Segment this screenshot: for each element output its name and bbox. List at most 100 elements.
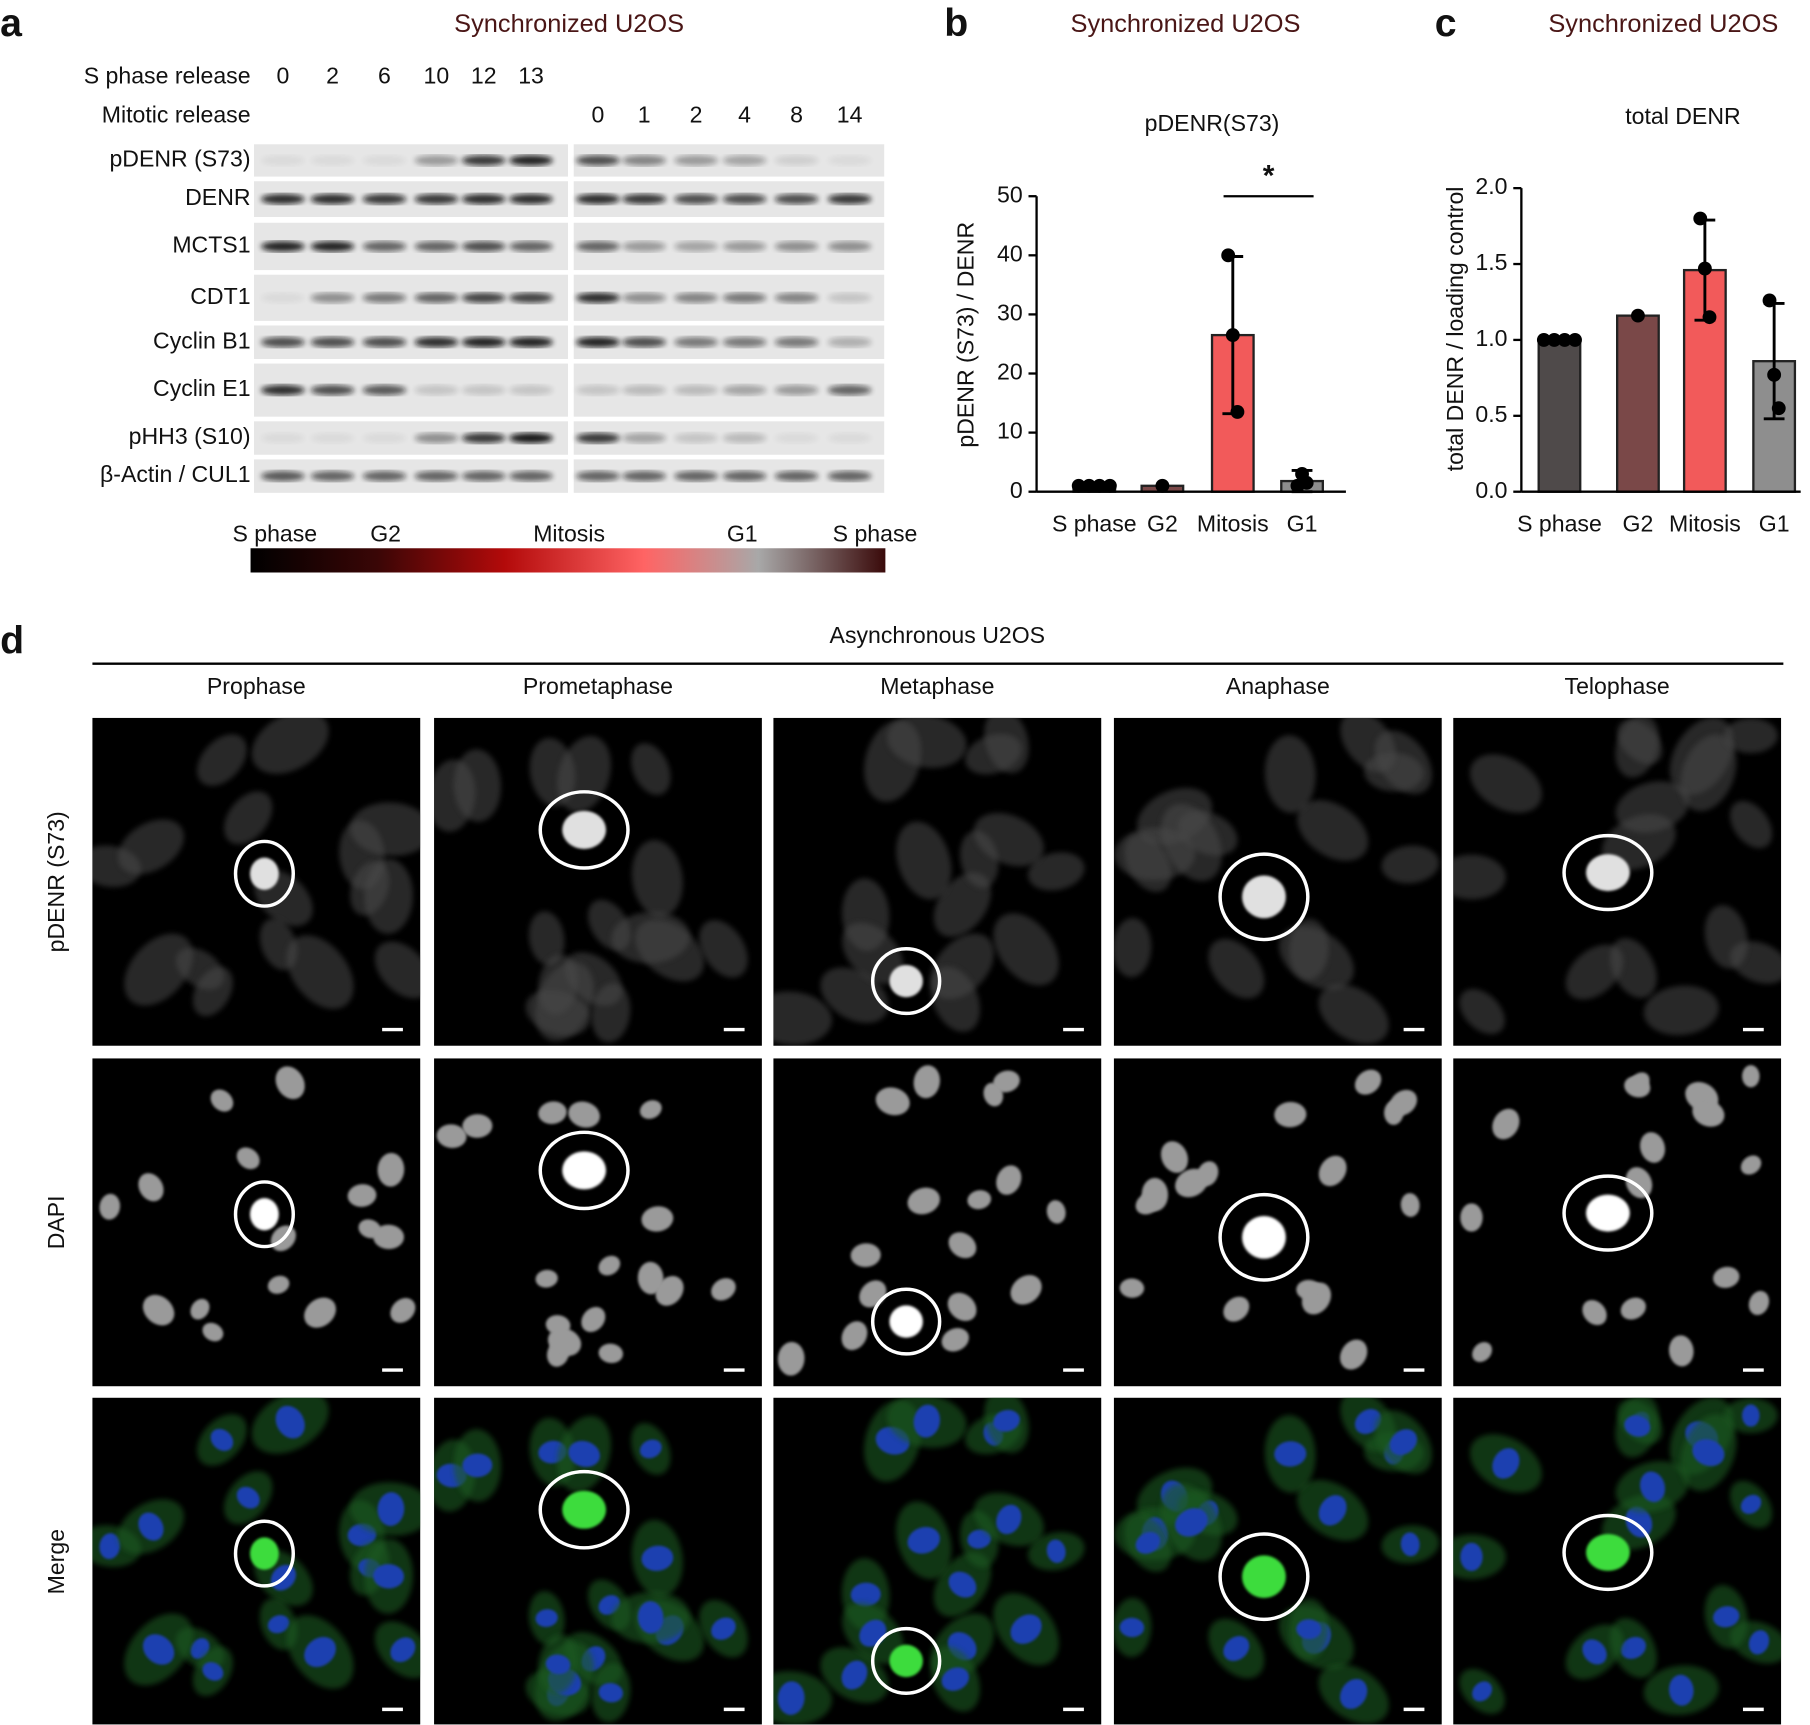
micrograph [773,1397,1102,1725]
data-point [1230,404,1245,419]
nucleus [639,1100,662,1119]
mitotic-cell [1242,1215,1286,1259]
nucleus [142,1294,175,1326]
cell [1565,944,1624,1000]
micrograph [1453,1397,1782,1725]
y-tick-label: 2.0 [1475,173,1507,199]
blot-band [461,384,506,396]
highlight-circle [1562,1174,1654,1252]
highlight-circle [1562,833,1654,912]
blot-band [674,155,719,166]
y-tick-label: 1.0 [1475,325,1507,351]
chart-title: total DENR [1625,103,1740,129]
nucleus [1010,1614,1042,1644]
column-label: Anaphase [1226,673,1330,699]
blot-band [414,384,459,396]
nucleus [1639,1471,1666,1503]
cells [1460,1065,1770,1367]
blot-band [414,155,459,166]
nucleus [1492,1108,1520,1140]
cell [933,872,992,937]
blot-band [722,241,767,252]
highlight-circle [233,1180,295,1249]
nucleus [777,1681,805,1715]
mitotic-cell [889,964,923,998]
nucleus [535,1609,558,1627]
cell [699,920,748,978]
nucleus [1624,1415,1651,1437]
nucleus [568,1101,600,1128]
highlight-circle [538,790,630,870]
y-tick-label: 50 [997,181,1023,207]
blot-band [576,241,620,252]
nucleus [373,1224,405,1250]
blot-band [310,193,355,205]
blot-band [260,292,305,303]
x-tick-label: S phase [1517,510,1602,536]
nucleus [1492,1448,1520,1479]
blot-band [461,292,506,303]
highlight-circle [870,1287,942,1356]
column-label: Prometaphase [523,673,673,699]
column-label: Prophase [207,673,306,699]
nucleus [1354,1069,1382,1095]
blot-band [576,470,620,482]
cells [92,1397,421,1696]
blot-band [362,432,407,444]
blot-band [827,384,872,396]
panel-title: Synchronized U2OS [1548,10,1778,38]
blot-band [310,470,355,482]
blot-band [509,432,553,444]
cells [1113,1397,1439,1724]
blot-band [260,337,305,348]
blot-band [622,155,667,166]
nucleus [941,1328,969,1352]
nucleus [142,1634,175,1665]
nucleus [1668,1335,1694,1367]
blot-band [310,432,355,444]
blot-label: DENR [185,184,250,210]
nucleus [210,1089,234,1112]
cells [436,1100,736,1367]
cells [99,1066,416,1342]
blot-band [674,432,719,444]
cell [930,966,981,1032]
blot-label: MCTS1 [172,232,250,258]
blot-band [461,432,506,444]
data-point [1071,478,1086,493]
micrograph [1453,1058,1782,1387]
cell [1318,984,1389,1044]
cell [197,734,247,786]
lane-label: 13 [518,62,544,88]
mitotic-cell [1242,875,1286,919]
cell [1453,854,1506,900]
blot-band [576,155,620,166]
nucleus [1713,1606,1740,1628]
cell [1459,988,1505,1035]
nucleus [304,1636,336,1668]
nucleus [1175,1508,1208,1537]
lane-label: 2 [326,62,339,88]
blot-band [774,432,819,444]
cell [374,941,421,999]
nucleus [993,1409,1020,1432]
significance-label: * [1263,160,1275,193]
micrograph [434,1058,762,1387]
nucleus [390,1637,416,1663]
nucleus [1740,1494,1762,1514]
nucleus [1472,1681,1493,1702]
lane-label: 0 [592,102,605,128]
nucleus [850,1582,881,1607]
lane-label: 6 [378,62,391,88]
blot-band [774,241,819,252]
cell [364,859,413,934]
mitotic-cell [562,1151,607,1190]
nucleus [390,1298,416,1323]
nucleus [1046,1200,1066,1224]
lane-label: 4 [738,102,751,128]
cell [1615,717,1660,778]
blot-band [414,337,459,348]
cells [1113,717,1439,1044]
cell [1729,800,1773,849]
